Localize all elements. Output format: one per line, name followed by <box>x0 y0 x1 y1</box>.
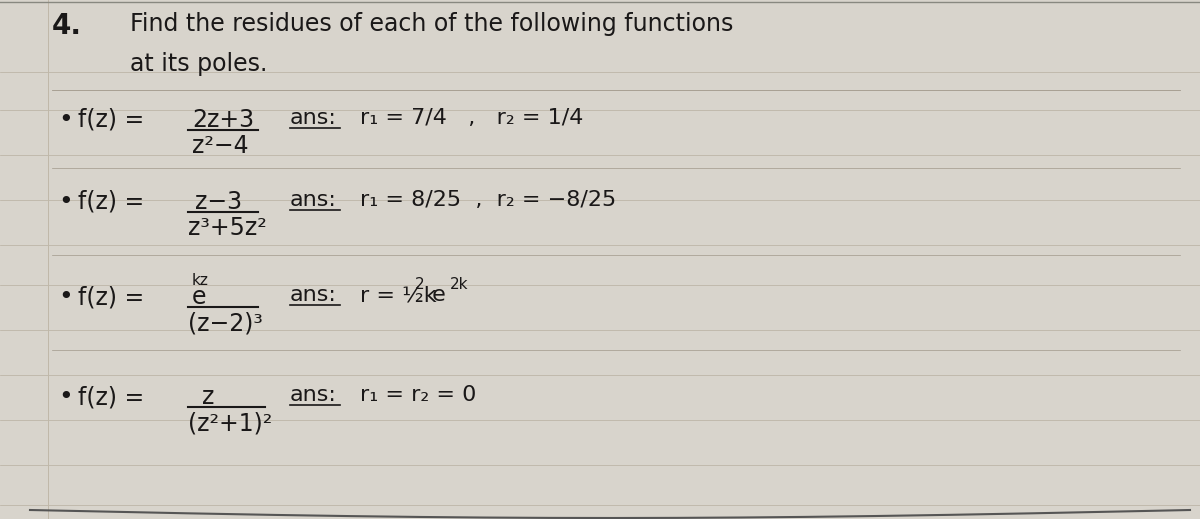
Text: 2k: 2k <box>450 277 468 292</box>
Text: z²−4: z²−4 <box>192 134 248 158</box>
Text: r = ½k: r = ½k <box>360 285 437 305</box>
Text: •: • <box>58 285 73 309</box>
Text: e: e <box>192 285 206 309</box>
Text: at its poles.: at its poles. <box>130 52 268 76</box>
Text: f(z) =: f(z) = <box>78 108 144 132</box>
Text: 2z+3: 2z+3 <box>192 108 254 132</box>
Text: ans:: ans: <box>290 190 337 210</box>
Text: •: • <box>58 108 73 132</box>
Text: r₁ = 8/25  ,  r₂ = −8/25: r₁ = 8/25 , r₂ = −8/25 <box>360 190 617 210</box>
Text: 2: 2 <box>415 277 425 292</box>
Text: ans:: ans: <box>290 285 337 305</box>
Text: •: • <box>58 385 73 409</box>
Text: r₁ = 7/4   ,   r₂ = 1/4: r₁ = 7/4 , r₂ = 1/4 <box>360 108 583 128</box>
Text: •: • <box>58 190 73 214</box>
Text: (z²+1)²: (z²+1)² <box>188 411 272 435</box>
Text: z−3: z−3 <box>194 190 242 214</box>
Text: f(z) =: f(z) = <box>78 190 144 214</box>
Text: 4.: 4. <box>52 12 82 40</box>
Text: kz: kz <box>192 273 209 288</box>
Text: f(z) =: f(z) = <box>78 285 144 309</box>
Text: e: e <box>425 285 445 305</box>
Text: r₁ = r₂ = 0: r₁ = r₂ = 0 <box>360 385 476 405</box>
Text: ans:: ans: <box>290 385 337 405</box>
Text: Find the residues of each of the following functions: Find the residues of each of the followi… <box>130 12 733 36</box>
Text: z: z <box>202 385 215 409</box>
Text: f(z) =: f(z) = <box>78 385 144 409</box>
Text: (z−2)³: (z−2)³ <box>188 311 263 335</box>
Text: ans:: ans: <box>290 108 337 128</box>
Text: z³+5z²: z³+5z² <box>188 216 266 240</box>
